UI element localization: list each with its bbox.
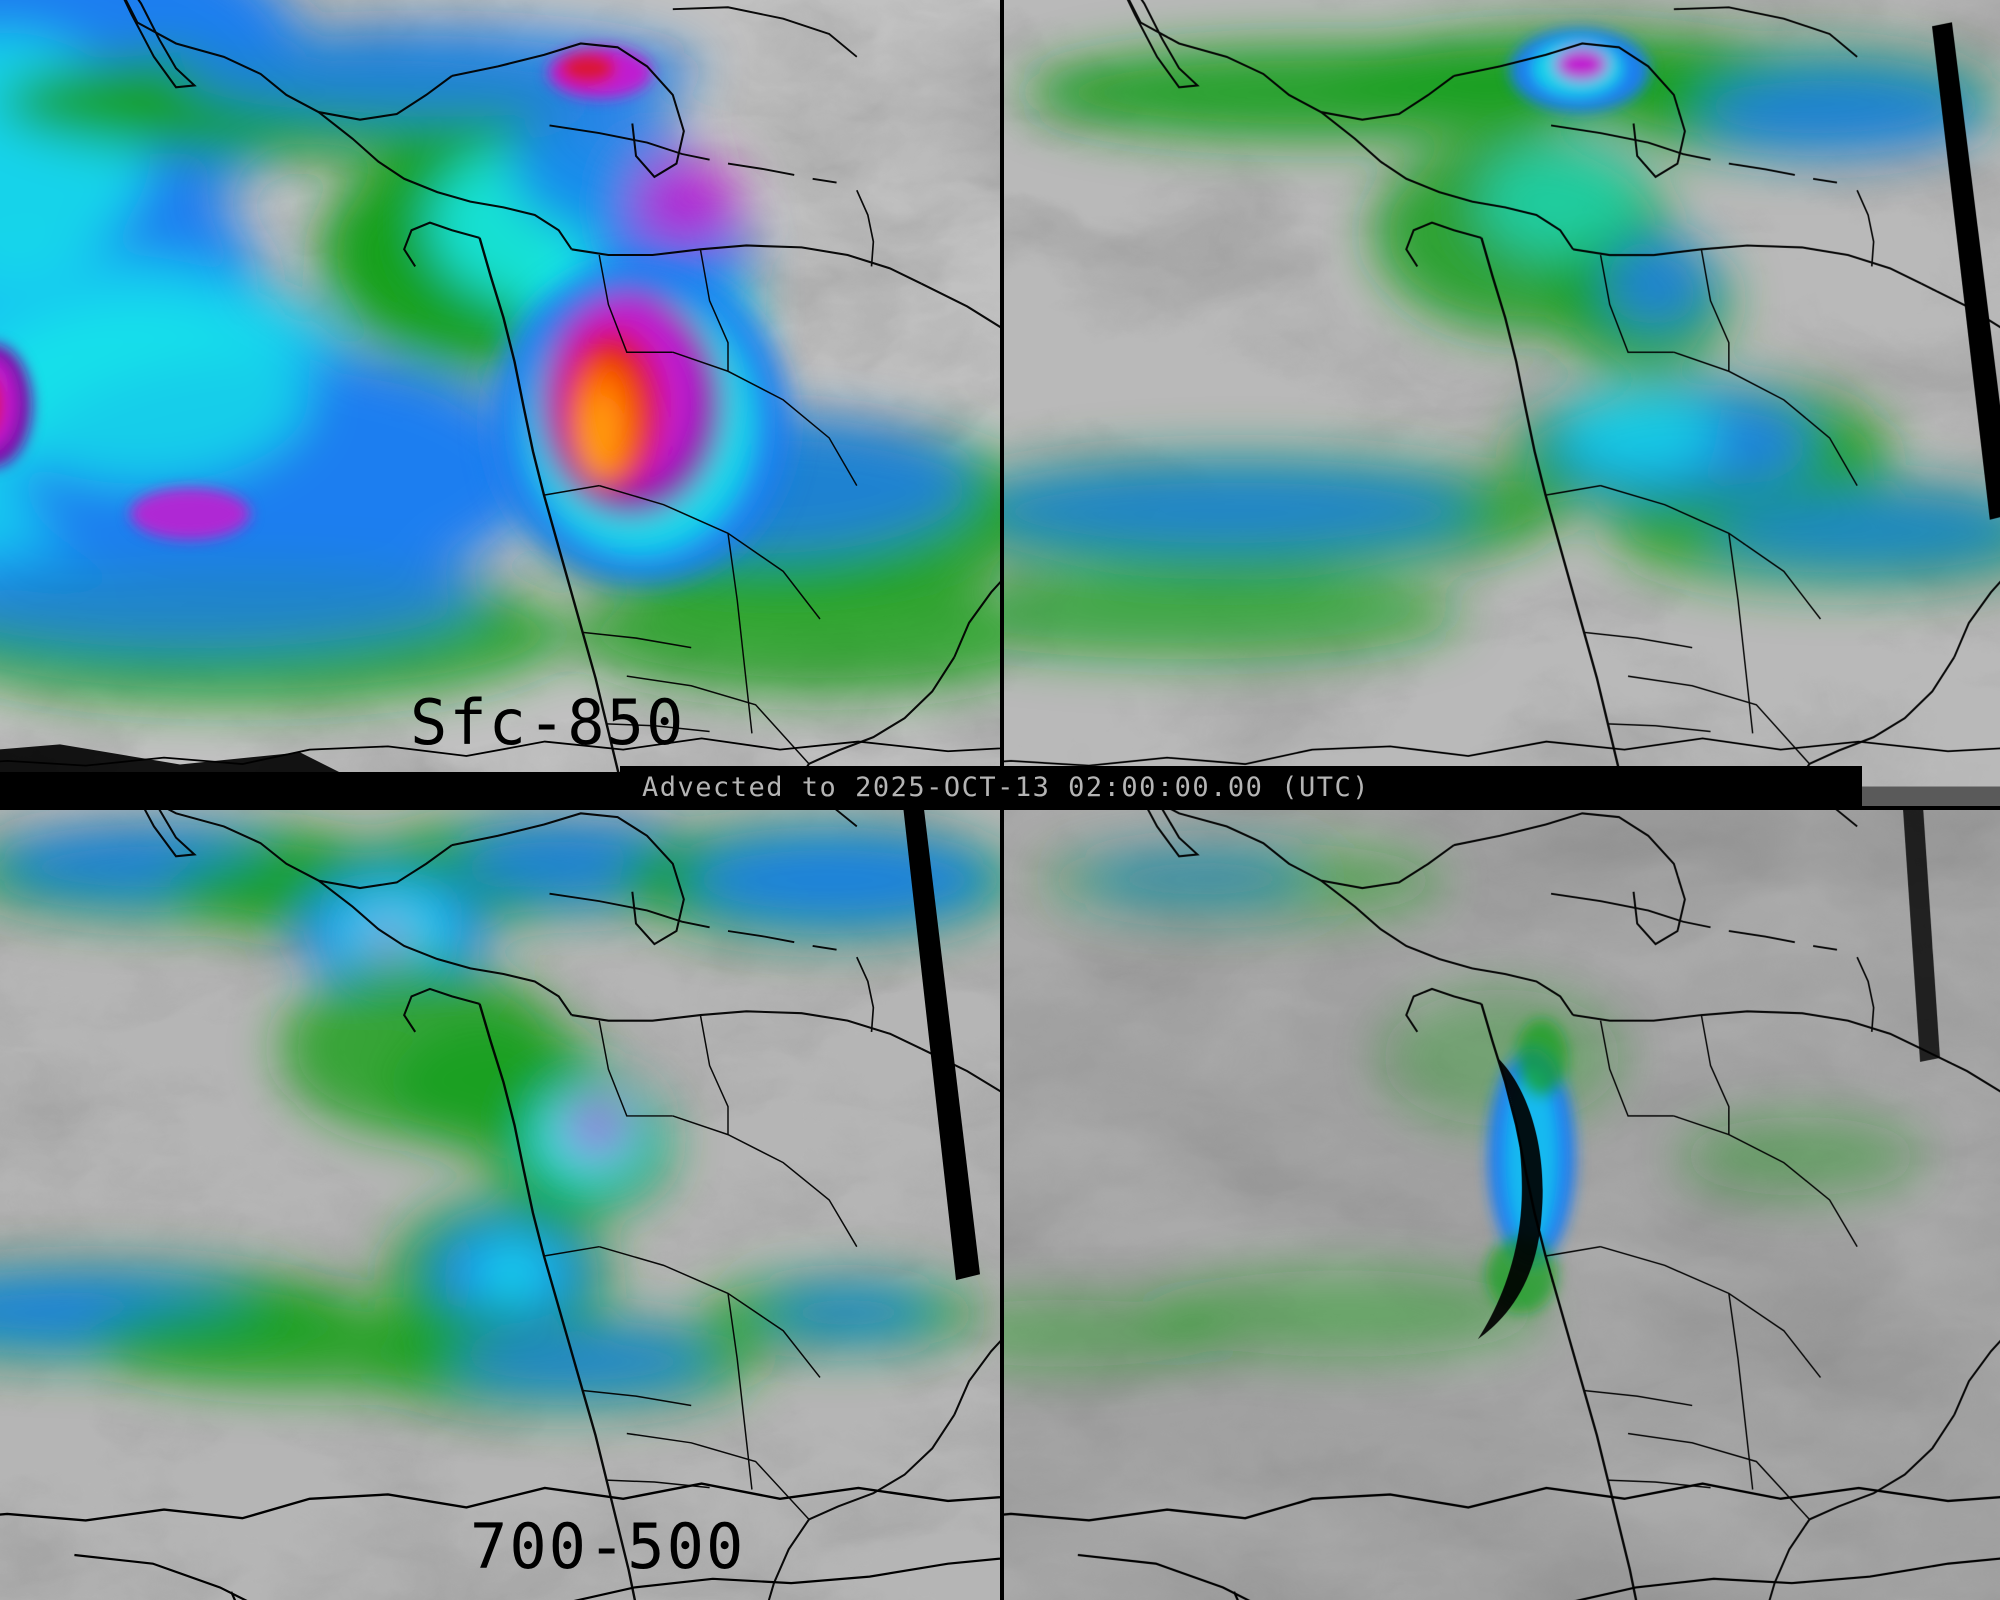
satellite-scan-edge — [903, 810, 980, 1280]
pacific-moisture-max — [0, 344, 32, 466]
atmospheric-river-core — [490, 262, 790, 584]
cyclone-comma-cloud — [1478, 1057, 1543, 1339]
satellite-scan-edge — [1932, 21, 2000, 520]
700-500-imagery — [0, 810, 1000, 1600]
850-700-imagery — [1004, 0, 2000, 806]
satellite-scan-edge — [1903, 810, 1941, 1062]
panel-850-700[interactable]: 850-700 — [1004, 0, 2000, 806]
panel-label-sfc-850: Sfc-850 — [410, 686, 686, 759]
500-300-imagery — [1004, 810, 2000, 1600]
north-atlantic-max — [548, 45, 652, 99]
sfc-850-imagery — [0, 0, 1000, 806]
panel-label-700-500: 700-500 — [470, 1510, 746, 1583]
north-atlantic-cyclone — [1509, 27, 1650, 113]
panel-700-500[interactable]: 700-500 — [0, 810, 1000, 1600]
moisture-field-850-700 — [1004, 29, 2000, 659]
timestamp-banner: Advected to 2025-OCT-13 02:00:00.00 (UTC… — [620, 766, 1862, 808]
panel-divider-horizontal — [0, 806, 2000, 810]
timestamp-text: Advected to 2025-OCT-13 02:00:00.00 (UTC… — [642, 771, 1370, 803]
south-pacific-moisture-max — [130, 487, 250, 540]
panel-500-300[interactable]: 500-300 — [1004, 810, 2000, 1600]
panel-sfc-850[interactable]: Sfc-850 — [0, 0, 1000, 806]
moisture-field-700-500 — [0, 816, 1000, 1412]
